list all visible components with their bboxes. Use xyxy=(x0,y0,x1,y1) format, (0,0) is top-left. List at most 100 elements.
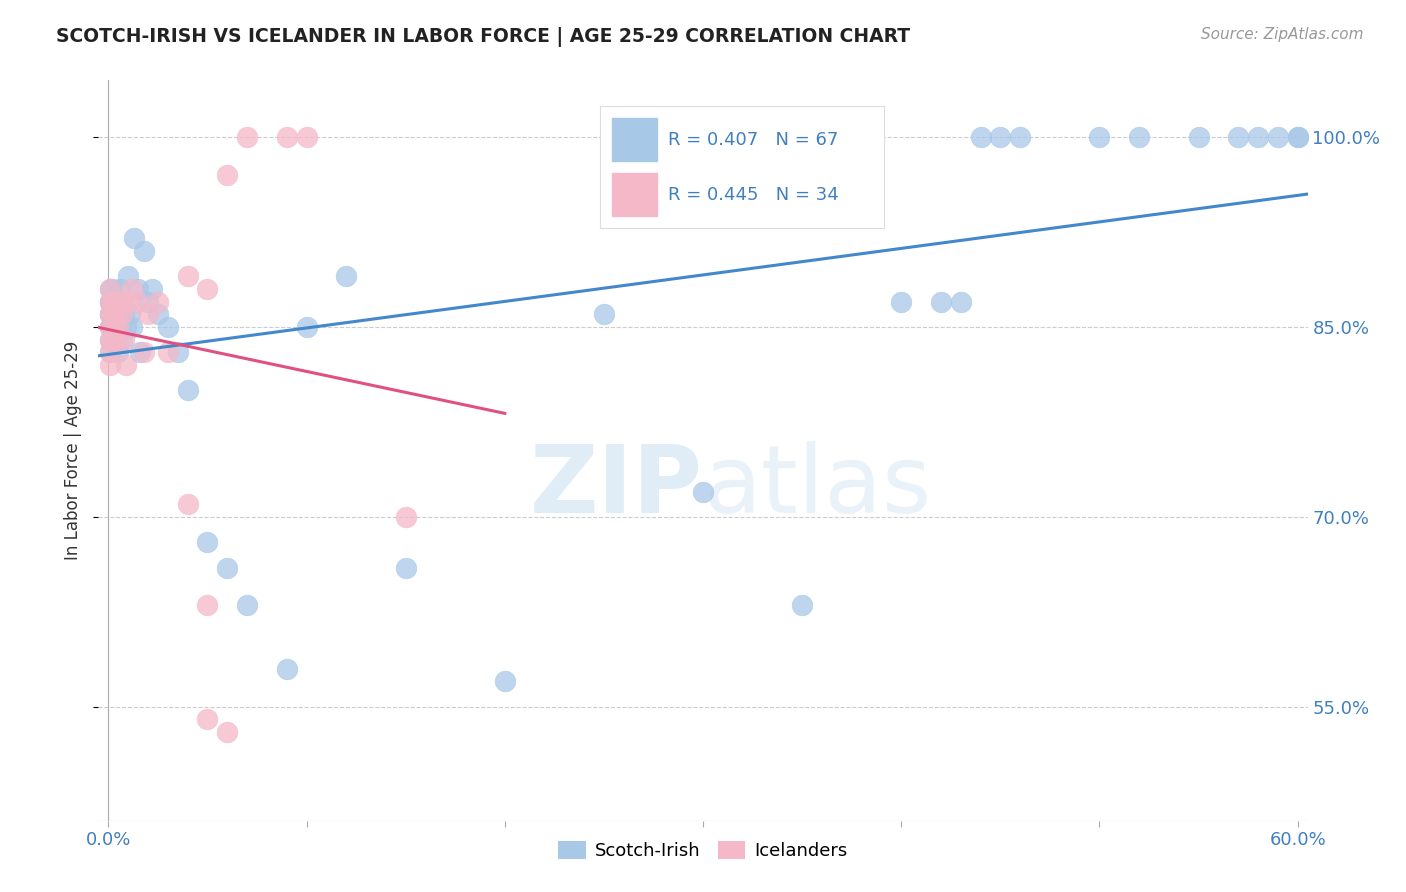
Point xyxy=(112,333,135,347)
Point xyxy=(790,599,813,613)
Point xyxy=(115,358,138,372)
Point xyxy=(197,282,219,296)
Point xyxy=(136,307,159,321)
Point xyxy=(105,307,128,321)
Point xyxy=(197,712,219,726)
Point xyxy=(98,282,121,296)
Legend: Scotch-Irish, Icelanders: Scotch-Irish, Icelanders xyxy=(551,833,855,867)
Point xyxy=(101,294,124,309)
Point xyxy=(98,345,121,359)
Point xyxy=(890,294,912,309)
Point xyxy=(110,320,132,334)
Point xyxy=(141,282,163,296)
Point xyxy=(494,674,516,689)
Point xyxy=(276,130,298,145)
Point xyxy=(112,307,135,321)
Point xyxy=(107,294,129,309)
Point xyxy=(988,130,1011,145)
Point xyxy=(101,307,124,321)
Point xyxy=(107,345,129,359)
Point xyxy=(217,560,239,574)
Point xyxy=(156,345,179,359)
Point xyxy=(1010,130,1032,145)
Point xyxy=(146,294,169,309)
Point xyxy=(136,294,159,309)
Point xyxy=(98,294,121,309)
Y-axis label: In Labor Force | Age 25-29: In Labor Force | Age 25-29 xyxy=(65,341,83,560)
Point xyxy=(111,333,134,347)
Point xyxy=(101,307,124,321)
Point xyxy=(98,320,121,334)
Point xyxy=(176,269,198,284)
Point xyxy=(98,282,121,296)
Point xyxy=(98,333,121,347)
Point xyxy=(117,269,139,284)
Text: atlas: atlas xyxy=(703,442,931,533)
Point xyxy=(236,130,259,145)
Point xyxy=(101,320,124,334)
Point xyxy=(146,307,169,321)
Text: ZIP: ZIP xyxy=(530,442,703,533)
Point xyxy=(335,269,357,284)
Point xyxy=(132,244,155,259)
Point xyxy=(1227,130,1250,145)
Point xyxy=(103,320,125,334)
Point xyxy=(110,294,132,309)
Point xyxy=(1247,130,1270,145)
Point xyxy=(197,599,219,613)
Point xyxy=(117,294,139,309)
Point xyxy=(103,333,125,347)
Point xyxy=(156,320,179,334)
Point xyxy=(110,282,132,296)
Point xyxy=(969,130,991,145)
Point xyxy=(101,333,124,347)
Point xyxy=(122,231,145,245)
Text: Source: ZipAtlas.com: Source: ZipAtlas.com xyxy=(1201,27,1364,42)
Point xyxy=(217,725,239,739)
Point xyxy=(98,320,121,334)
Point xyxy=(105,294,128,309)
Point xyxy=(176,497,198,511)
Point xyxy=(127,294,149,309)
Point xyxy=(98,307,121,321)
Text: SCOTCH-IRISH VS ICELANDER IN LABOR FORCE | AGE 25-29 CORRELATION CHART: SCOTCH-IRISH VS ICELANDER IN LABOR FORCE… xyxy=(56,27,910,46)
Point xyxy=(132,345,155,359)
Point xyxy=(929,294,952,309)
Point xyxy=(103,320,125,334)
Point xyxy=(1286,130,1309,145)
Point xyxy=(129,345,152,359)
Point xyxy=(103,294,125,309)
Point xyxy=(101,282,124,296)
Point xyxy=(101,333,124,347)
Point xyxy=(98,294,121,309)
Point xyxy=(98,345,121,359)
Point xyxy=(121,320,143,334)
Point xyxy=(105,307,128,321)
Point xyxy=(98,320,121,334)
Point xyxy=(101,294,124,309)
Point xyxy=(105,333,128,347)
Point xyxy=(98,333,121,347)
Point xyxy=(103,294,125,309)
Point xyxy=(98,358,121,372)
Point xyxy=(105,320,128,334)
Point xyxy=(217,168,239,182)
Point xyxy=(593,307,616,321)
Point xyxy=(395,509,418,524)
Point xyxy=(395,560,418,574)
Point xyxy=(98,307,121,321)
Point xyxy=(111,307,134,321)
Point xyxy=(127,282,149,296)
Point xyxy=(692,484,714,499)
Point xyxy=(197,535,219,549)
Point xyxy=(121,282,143,296)
Point xyxy=(107,320,129,334)
Point xyxy=(949,294,972,309)
Point xyxy=(98,294,121,309)
Point xyxy=(1088,130,1111,145)
Point xyxy=(115,320,138,334)
Point xyxy=(1187,130,1209,145)
Point xyxy=(1286,130,1309,145)
Point xyxy=(98,307,121,321)
Point xyxy=(111,294,134,309)
